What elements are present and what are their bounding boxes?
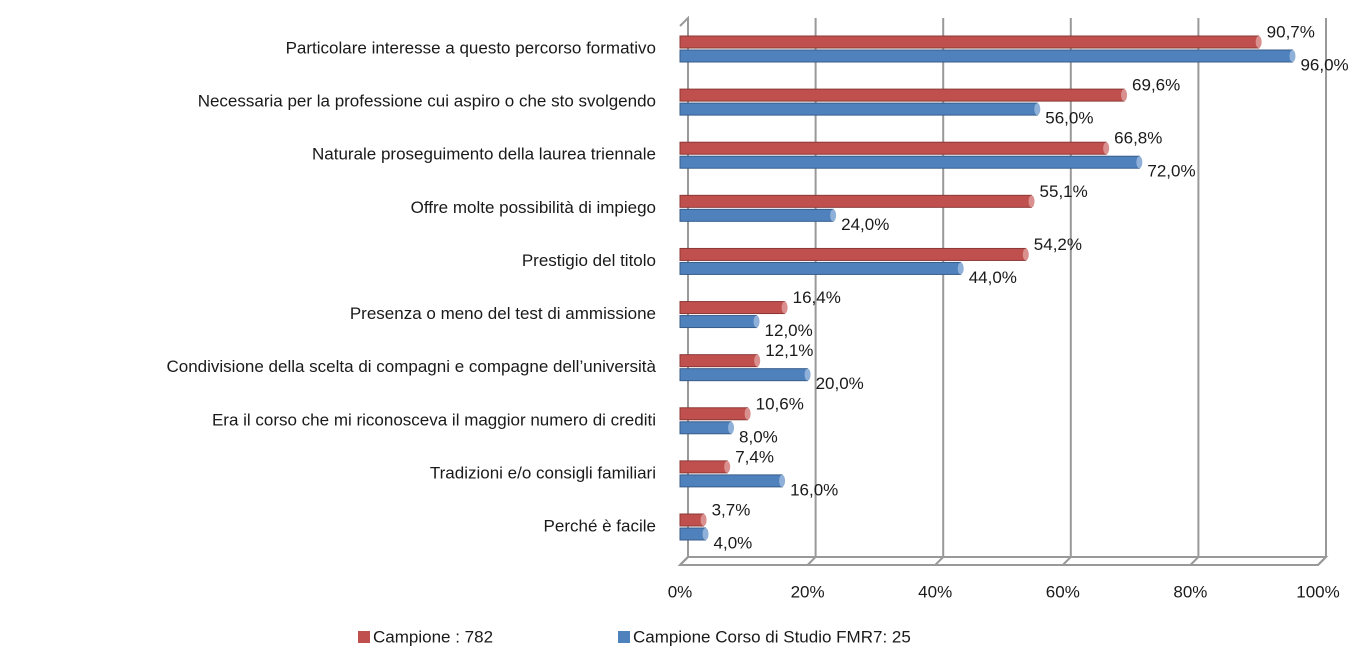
floor [677,556,1329,566]
value-label: 96,0% [1300,55,1348,74]
value-label: 56,0% [1045,109,1093,128]
value-label: 54,2% [1034,235,1082,254]
value-label: 12,0% [765,321,813,340]
value-label: 4,0% [714,533,753,552]
bar-cap [753,315,760,328]
x-tick-label: 0% [668,582,693,601]
bar-cap [1289,50,1296,62]
bar-cap [744,407,751,420]
category-label: Presenza o meno del test di ammissione [350,304,656,323]
x-tick-label: 80% [1173,582,1207,601]
bar [679,194,1033,208]
legend-label: Campione : 782 [373,627,493,646]
bar-cap [1255,36,1262,48]
bar-cap [728,421,735,434]
category-label: Necessaria per la professione cui aspiro… [198,92,656,111]
bar-cap [1022,248,1029,261]
value-label: 20,0% [816,374,864,393]
x-tick-label: 100% [1296,582,1339,601]
bar-cap [830,209,837,222]
category-label: Particolare interesse a questo percorso … [286,38,656,57]
bar-cap [804,368,811,381]
bar [679,49,1293,63]
bar [679,460,728,474]
legend-swatch [358,631,370,643]
value-label: 8,0% [739,427,778,446]
category-label: Prestigio del titolo [522,251,656,270]
bar [679,407,749,421]
value-label: 3,7% [712,500,751,519]
bar [679,368,809,382]
bar-cap [700,514,707,526]
bar-cap [702,528,709,540]
value-label: 16,4% [793,288,841,307]
bar-cap [1103,142,1110,155]
bar [679,315,758,329]
value-label: 12,1% [765,341,813,360]
value-label: 44,0% [969,268,1017,287]
bar [679,474,783,488]
bar [679,513,705,527]
bar-cap [1121,89,1128,102]
value-label: 10,6% [756,394,804,413]
legend-label: Campione Corso di Studio FMR7: 25 [633,627,911,646]
category-label: Naturale proseguimento della laurea trie… [312,145,656,164]
legend-swatch [618,631,630,643]
bar-cap [781,301,788,314]
value-label: 24,0% [841,215,889,234]
bar [679,35,1260,49]
bar [679,247,1027,261]
bar [679,527,707,541]
value-label: 55,1% [1040,182,1088,201]
bar-cap [1028,195,1035,208]
grid-line [1317,18,1327,566]
value-label: 69,6% [1132,76,1180,95]
bar [679,102,1038,116]
grid-line [1062,18,1072,566]
bar [679,88,1125,102]
bar [679,421,732,435]
category-label: Era il corso che mi riconosceva il maggi… [212,410,656,429]
bar [679,354,758,368]
bar [679,155,1140,169]
value-label: 66,8% [1114,129,1162,148]
bar-cap [957,262,964,275]
value-label: 16,0% [790,480,838,499]
bar-cap [724,460,731,473]
bar [679,261,962,275]
bar-cap [1136,156,1143,169]
category-label: Condivisione della scelta di compagni e … [166,357,656,376]
x-tick-label: 20% [791,582,825,601]
x-tick-label: 60% [1046,582,1080,601]
value-label: 7,4% [735,447,774,466]
value-label: 72,0% [1147,162,1195,181]
x-tick-label: 40% [918,582,952,601]
bar-cap [1034,103,1041,116]
category-label: Offre molte possibilità di impiego [411,198,656,217]
category-label: Tradizioni e/o consigli familiari [430,463,656,482]
bar-cap [779,474,786,487]
bar [679,208,834,222]
bar [679,141,1107,155]
bar [679,301,786,315]
grid-line [1189,18,1200,566]
bar-cap [754,354,761,367]
category-label: Perché è facile [544,516,656,535]
value-label: 90,7% [1267,22,1315,41]
